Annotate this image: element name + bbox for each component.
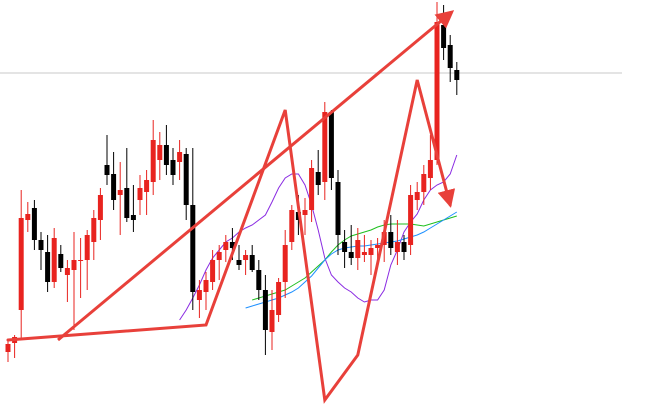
bear-candle-body [130, 215, 136, 220]
bear-candle-body [388, 232, 394, 248]
bear-candle-body [31, 208, 37, 240]
bear-candle-body [58, 254, 64, 268]
bear-candle-body [315, 172, 321, 185]
bull-candle-body [276, 282, 282, 315]
bull-candle-body [91, 218, 97, 242]
bear-candle-body [229, 242, 235, 248]
bull-candle-body [203, 280, 209, 292]
bull-candle-body [243, 255, 249, 260]
bull-candle-body [427, 160, 433, 178]
bull-candle-body [84, 235, 90, 260]
bull-candle-body [309, 168, 315, 210]
bull-candle-body [322, 112, 328, 182]
bull-candle-body [196, 290, 202, 300]
bull-candle-body [137, 188, 143, 200]
bull-candle-body [64, 268, 70, 275]
bull-candle-body [414, 192, 420, 200]
bear-candle-body [163, 145, 169, 165]
bull-candle-body [355, 240, 361, 258]
bear-candle-body [262, 290, 268, 330]
bear-candle-body [236, 260, 242, 265]
bull-candle-body [421, 174, 427, 192]
bull-candle-body [434, 22, 440, 160]
bull-candle-body [210, 260, 216, 282]
bull-candle-body [18, 218, 24, 310]
bear-candle-body [342, 242, 348, 252]
bear-candle-body [249, 255, 255, 270]
bull-candle-body [51, 238, 57, 282]
candle-layer [5, 2, 460, 362]
bull-candle-body [25, 214, 31, 220]
bull-candle-body [375, 245, 381, 248]
bear-candle-body [183, 154, 189, 205]
bull-candle-body [144, 180, 150, 192]
bear-candle-body [328, 112, 334, 178]
zigzag-arrow-path [6, 79, 456, 404]
bull-candle-body [269, 310, 275, 332]
bear-candle-body [104, 165, 110, 175]
bear-candle-body [111, 174, 117, 200]
bear-candle-body [441, 25, 447, 48]
bull-candle-body [117, 190, 123, 195]
bull-candle-body [78, 260, 84, 261]
bull-candle-body [408, 195, 414, 245]
bear-candle-body [38, 240, 44, 250]
bear-candle-body [335, 182, 341, 235]
bull-candle-body [361, 252, 367, 255]
bear-candle-body [348, 252, 354, 258]
bull-candle-body [368, 248, 374, 255]
bull-candle-body [157, 145, 163, 160]
bull-candle-body [216, 252, 222, 260]
annotation-layer [6, 10, 456, 404]
bull-candle-body [394, 242, 400, 252]
bull-candle-body [289, 210, 295, 242]
bear-candle-body [447, 45, 453, 68]
bear-candle-body [124, 188, 130, 218]
bull-candle-body [71, 260, 77, 270]
bull-candle-body [97, 195, 103, 220]
trendline-arrow [57, 10, 455, 342]
bull-candle-body [150, 140, 156, 182]
bull-candle-body [177, 152, 183, 162]
bear-candle-body [45, 252, 51, 282]
bull-candle-body [302, 210, 308, 215]
bear-candle-body [454, 70, 460, 80]
bear-candle-body [401, 242, 407, 252]
bear-candle-body [170, 160, 176, 175]
bull-candle-body [223, 242, 229, 250]
bear-candle-body [190, 205, 196, 292]
bear-candle-body [256, 270, 262, 290]
bull-candle-body [282, 245, 288, 282]
moving-average-line-2 [252, 215, 457, 301]
bull-candle-body [5, 344, 11, 352]
